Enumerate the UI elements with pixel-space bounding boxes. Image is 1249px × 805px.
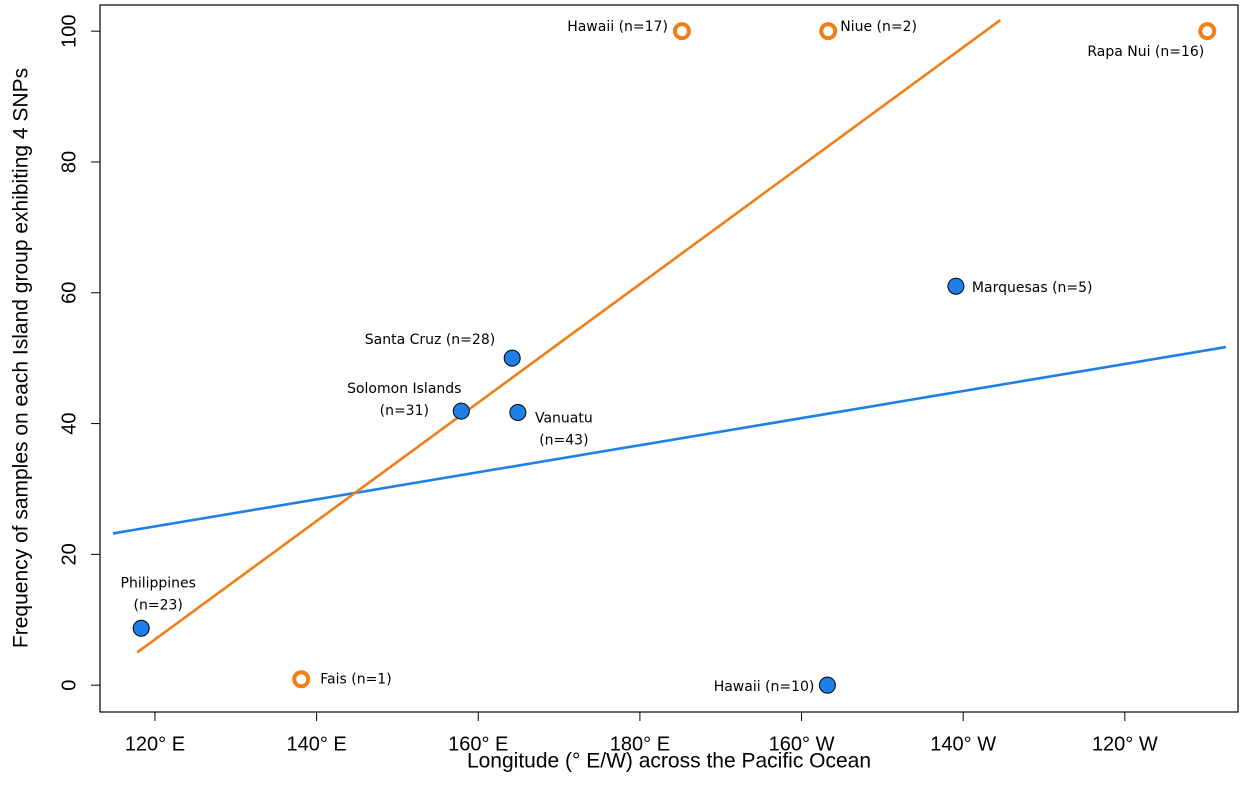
y-tick-label: 20 [58, 543, 80, 565]
x-tick-label: 180° E [610, 733, 670, 755]
fit-line [112, 345, 1227, 535]
y-tick-label: 40 [58, 412, 80, 434]
point [292, 670, 311, 689]
point [947, 277, 965, 295]
x-axis-label: Longitude (° E/W) across the Pacific Oce… [467, 750, 871, 773]
point [509, 403, 527, 421]
point-label: Niue (n=2) [840, 19, 917, 35]
point-label: Vanuatu [535, 410, 593, 426]
point-label: Solomon Islands [347, 381, 461, 397]
point [819, 22, 838, 41]
x-tick-label: 160° W [769, 733, 835, 755]
point-label: Philippines [121, 575, 196, 591]
point-label: (n=31) [380, 403, 429, 419]
point-label: Fais (n=1) [320, 671, 391, 687]
point [503, 349, 521, 367]
point-label: Santa Cruz (n=28) [365, 332, 495, 348]
y-axis-label: Frequency of samples on each Island grou… [10, 68, 33, 648]
y-tick-label: 60 [58, 282, 80, 304]
fit-line [136, 18, 1002, 654]
y-tick-label: 100 [58, 14, 80, 47]
point-label: Hawaii (n=17) [567, 19, 668, 35]
plot-frame [99, 4, 1239, 713]
point [132, 619, 150, 637]
x-tick-label: 160° E [448, 733, 508, 755]
point [672, 22, 691, 41]
point [1198, 22, 1217, 41]
x-tick-label: 140° W [930, 733, 996, 755]
point-label: Marquesas (n=5) [972, 280, 1093, 296]
x-tick-label: 120° W [1092, 733, 1158, 755]
point-label: (n=23) [134, 597, 183, 613]
x-tick-label: 120° E [125, 733, 185, 755]
point-label: Hawaii (n=10) [714, 679, 815, 695]
point [818, 676, 836, 694]
point [452, 402, 470, 420]
y-tick-label: 80 [58, 151, 80, 173]
x-tick-label: 140° E [286, 733, 346, 755]
point-label: (n=43) [539, 432, 588, 448]
y-tick-label: 0 [58, 680, 80, 691]
point-label: Rapa Nui (n=16) [1087, 44, 1204, 60]
